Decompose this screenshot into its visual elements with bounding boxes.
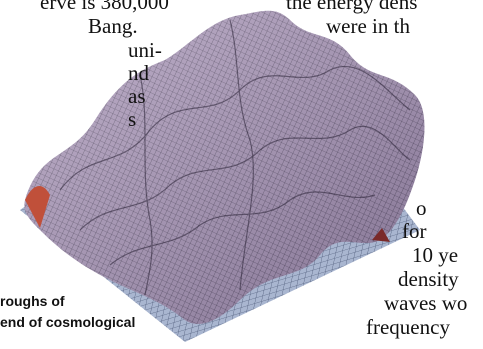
- text-line: erve is 380,000: [40, 0, 169, 13]
- text-line: the energy dens: [286, 0, 417, 13]
- text-line: as: [128, 86, 146, 107]
- page: erve is 380,000 Bang. uni- nd as s the e…: [0, 0, 483, 349]
- text-line: frequency: [366, 317, 450, 338]
- caption-line: end of cosmological: [0, 315, 135, 329]
- text-line: 10 ye: [412, 245, 458, 266]
- text-line: density: [398, 269, 459, 290]
- text-line: Bang.: [88, 16, 138, 37]
- text-line: waves wo: [384, 293, 467, 314]
- text-line: o: [416, 198, 427, 219]
- text-line: nd: [128, 63, 149, 84]
- text-line: uni-: [128, 40, 162, 61]
- text-line: s: [128, 109, 136, 130]
- text-line: for: [402, 221, 427, 242]
- text-line: were in th: [326, 16, 410, 37]
- caption-line: roughs of: [0, 294, 65, 308]
